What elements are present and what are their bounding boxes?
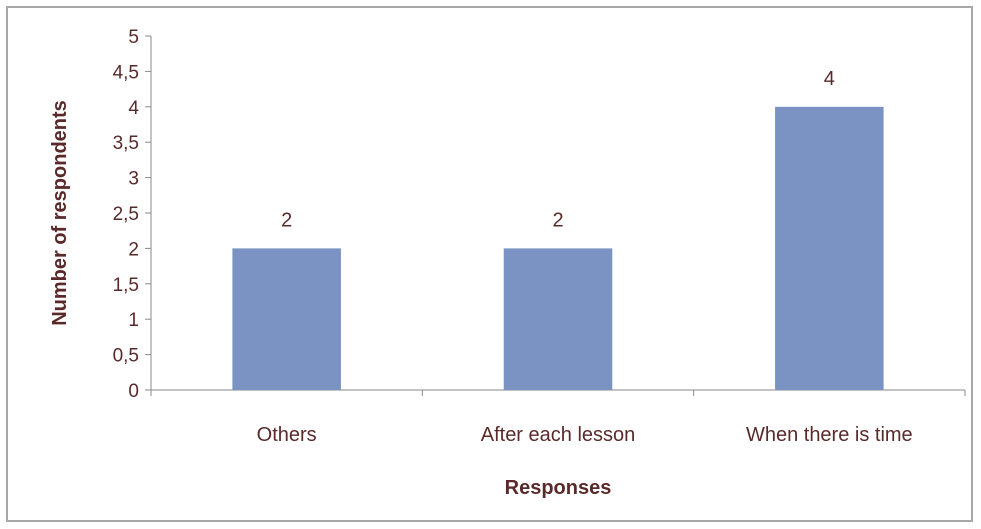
y-tick-label: 3,5: [113, 133, 139, 154]
y-tick-label: 4,5: [113, 62, 139, 83]
y-tick-label: 2,5: [113, 204, 139, 225]
data-label: 2: [281, 209, 292, 231]
y-axis-title: Number of respondents: [49, 100, 71, 326]
data-label: 2: [552, 209, 563, 231]
y-tick-label: 1,5: [113, 275, 139, 296]
y-tick-label: 1: [128, 310, 139, 331]
bar: [775, 106, 884, 391]
bar: [232, 248, 341, 390]
y-tick-label: 4: [128, 98, 139, 119]
x-axis-title: Responses: [505, 477, 612, 499]
bar: [503, 248, 613, 390]
y-tick-label: 0: [128, 381, 139, 402]
y-tick-label: 2: [128, 239, 139, 260]
x-category-label: After each lesson: [481, 424, 636, 446]
y-tick-label: 3: [128, 169, 139, 190]
data-label: 4: [824, 68, 835, 90]
y-tick-label: 5: [128, 27, 139, 48]
y-tick-label: 0,5: [113, 346, 139, 367]
x-category-label: Others: [257, 424, 317, 446]
x-category-label: When there is time: [746, 424, 913, 446]
